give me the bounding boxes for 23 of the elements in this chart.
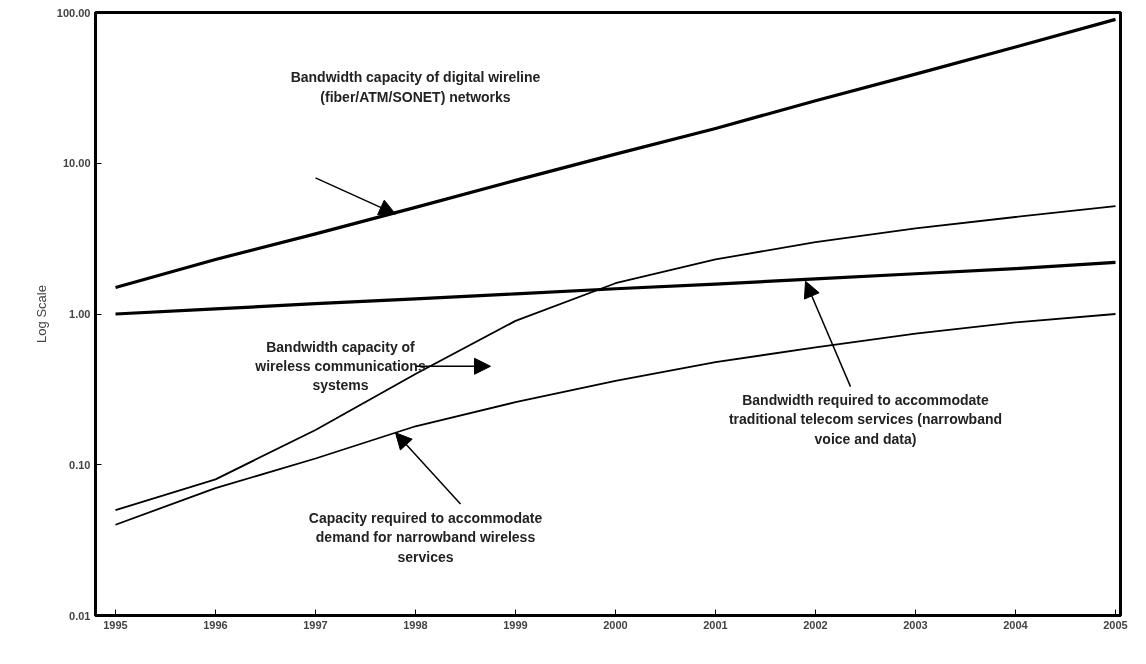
x-tick-label: 2000: [603, 618, 628, 631]
x-tick-label: 2003: [903, 618, 928, 631]
line-series: [113, 17, 1118, 290]
y-tick-label: 0.01: [69, 609, 91, 622]
x-tick-label: 2004: [1003, 618, 1029, 631]
x-tick-label: 2005: [1103, 618, 1128, 631]
x-tick-label: 1996: [203, 618, 228, 631]
x-tick-label: 1998: [403, 618, 428, 631]
y-tick-label: 1.00: [69, 308, 91, 320]
x-tick-label: 1997: [303, 618, 328, 631]
annotation: Bandwidth capacity of wireless communications systems: [254, 339, 426, 394]
annotation: Capacity required to accommodate demand for narrowband wireless services: [308, 510, 543, 565]
y-tick-label: 0.10: [69, 458, 91, 471]
annotation: Bandwidth capacity of digital wireline (fiber/ATM/SONET) networks: [290, 69, 541, 105]
x-tick-label: 1995: [103, 618, 128, 631]
y-axis-title: Log Scale: [33, 285, 49, 343]
x-tick-label: 2002: [803, 618, 828, 631]
line-series: [114, 205, 1117, 512]
x-tick-label: 1999: [503, 618, 528, 631]
y-tick-label: 100.00: [56, 6, 91, 19]
y-tick-label: 10.00: [62, 157, 91, 170]
annotation: Bandwidth required to accommodate traditional telecom services (narrowband voice and data): [728, 392, 1003, 447]
x-tick-label: 2001: [703, 618, 728, 631]
